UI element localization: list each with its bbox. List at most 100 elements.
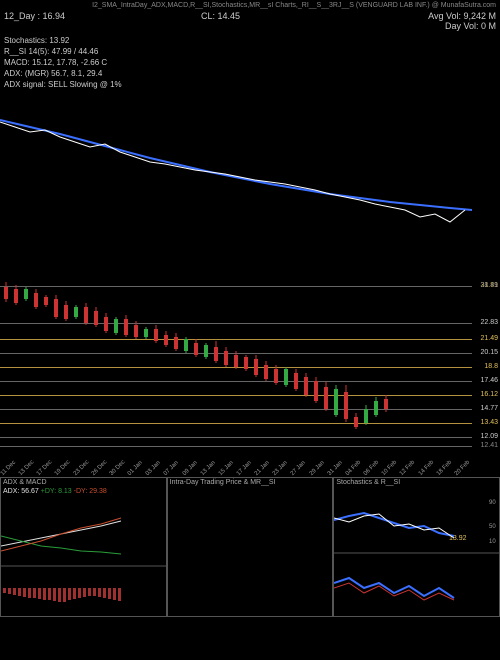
left-day: 12_Day : 16.94 — [4, 11, 65, 31]
date-label: 01 Jan — [127, 460, 144, 477]
candle[interactable] — [104, 277, 108, 447]
date-label: 20 Feb — [454, 460, 471, 477]
date-label: 06 Feb — [363, 460, 380, 477]
candle[interactable] — [254, 277, 258, 447]
candle[interactable] — [234, 277, 238, 447]
date-label: 15 Jan — [218, 460, 235, 477]
bottom-panels: ADX & MACD ADX: 56.67 +DY: 8.13 -DY: 29.… — [0, 477, 500, 617]
price-label: 14.77 — [480, 405, 498, 412]
candle[interactable] — [14, 277, 18, 447]
date-label: 17 Jan — [236, 460, 253, 477]
price-label: 18.8 — [484, 363, 498, 370]
candle[interactable] — [294, 277, 298, 447]
tags-line: I2_SMA_IntraDay_ADX,MACD,R__SI,Stochasti… — [4, 2, 496, 9]
candle[interactable] — [364, 277, 368, 447]
svg-text:10: 10 — [489, 539, 496, 545]
svg-text:90: 90 — [489, 500, 496, 506]
candle-chart[interactable]: 31.8128.4922.8321.4920.1518.817.4616.121… — [0, 277, 500, 477]
date-label: 13 Jan — [199, 460, 216, 477]
candle[interactable] — [324, 277, 328, 447]
info-stochastics: Stochastics: 13.92 — [4, 35, 496, 46]
date-label: 07 Jan — [163, 460, 180, 477]
date-label: 29 Jan — [308, 460, 325, 477]
candle[interactable] — [114, 277, 118, 447]
candle[interactable] — [74, 277, 78, 447]
candle[interactable] — [194, 277, 198, 447]
date-label: 21 Jan — [254, 460, 271, 477]
price-label: 28.49 — [480, 282, 498, 289]
candle[interactable] — [334, 277, 338, 447]
price-label: 16.12 — [480, 391, 498, 398]
date-label: 27 Jan — [290, 460, 307, 477]
info-macd: MACD: 15.12, 17.78, -2.66 C — [4, 57, 496, 68]
panel3-title: Stochastics & R__SI — [334, 478, 499, 487]
candle[interactable] — [344, 277, 348, 447]
candle[interactable] — [214, 277, 218, 447]
price-label: 12.41 — [480, 442, 498, 449]
chart-header: I2_SMA_IntraDay_ADX,MACD,R__SI,Stochasti… — [0, 0, 500, 33]
panel2-title: Intra-Day Trading Price & MR__SI — [168, 478, 333, 487]
candle[interactable] — [264, 277, 268, 447]
date-label: 14 Feb — [417, 460, 434, 477]
candle[interactable] — [304, 277, 308, 447]
candle[interactable] — [284, 277, 288, 447]
candle[interactable] — [204, 277, 208, 447]
date-label: 30 Dec — [109, 459, 127, 477]
candle[interactable] — [64, 277, 68, 447]
candle[interactable] — [124, 277, 128, 447]
candle[interactable] — [244, 277, 248, 447]
adx-values: ADX: 56.67 +DY: 8.13 -DY: 29.38 — [1, 487, 166, 496]
candle[interactable] — [164, 277, 168, 447]
info-adx: ADX: (MGR) 56.7, 8.1, 29.4 — [4, 68, 496, 79]
panel-stochastics[interactable]: Stochastics & R__SI 90501013.92 — [333, 477, 500, 617]
line-chart[interactable] — [0, 92, 500, 277]
price-label: 13.43 — [480, 419, 498, 426]
candle[interactable] — [34, 277, 38, 447]
panel1-title: ADX & MACD — [1, 478, 166, 487]
date-label: 03 Jan — [145, 460, 162, 477]
candle[interactable] — [4, 277, 8, 447]
date-label: 18 Feb — [435, 460, 452, 477]
day-vol: Day Vol: 0 M — [445, 21, 496, 31]
candle[interactable] — [154, 277, 158, 447]
date-label: 26 Dec — [91, 459, 109, 477]
candle[interactable] — [384, 277, 388, 447]
candle[interactable] — [174, 277, 178, 447]
candle[interactable] — [94, 277, 98, 447]
candle[interactable] — [44, 277, 48, 447]
candle[interactable] — [24, 277, 28, 447]
candle[interactable] — [144, 277, 148, 447]
info-rsi: R__SI 14(5): 47.99 / 44.46 — [4, 46, 496, 57]
info-block: Stochastics: 13.92 R__SI 14(5): 47.99 / … — [0, 33, 500, 92]
info-adx-signal: ADX signal: SELL Slowing @ 1% — [4, 79, 496, 90]
date-label: 09 Jan — [181, 460, 198, 477]
price-label: 22.83 — [480, 319, 498, 326]
price-label: 21.49 — [480, 335, 498, 342]
price-label: 12.09 — [480, 433, 498, 440]
price-label: 17.46 — [480, 377, 498, 384]
date-label: 31 Jan — [327, 460, 344, 477]
svg-text:50: 50 — [489, 524, 496, 530]
tags-text: I2_SMA_IntraDay_ADX,MACD,R__SI,Stochasti… — [92, 2, 496, 9]
candle[interactable] — [184, 277, 188, 447]
candle[interactable] — [134, 277, 138, 447]
panel-adx-macd[interactable]: ADX & MACD ADX: 56.67 +DY: 8.13 -DY: 29.… — [0, 477, 167, 617]
candle[interactable] — [314, 277, 318, 447]
date-label: 10 Feb — [381, 460, 398, 477]
candle[interactable] — [354, 277, 358, 447]
date-label: 23 Dec — [72, 459, 90, 477]
date-label: 04 Feb — [345, 460, 362, 477]
date-label: 19 Dec — [54, 459, 72, 477]
candle[interactable] — [84, 277, 88, 447]
cl-value: CL: 14.45 — [65, 11, 376, 31]
date-label: 11 Dec — [0, 460, 17, 477]
date-label: 12 Feb — [399, 460, 416, 477]
avg-vol: Avg Vol: 9,242 M — [428, 11, 496, 21]
candle[interactable] — [224, 277, 228, 447]
date-label: 13 Dec — [18, 459, 36, 477]
panel-intraday[interactable]: Intra-Day Trading Price & MR__SI — [167, 477, 334, 617]
candle[interactable] — [274, 277, 278, 447]
candle[interactable] — [374, 277, 378, 447]
candle[interactable] — [54, 277, 58, 447]
date-label: 23 Jan — [272, 460, 289, 477]
